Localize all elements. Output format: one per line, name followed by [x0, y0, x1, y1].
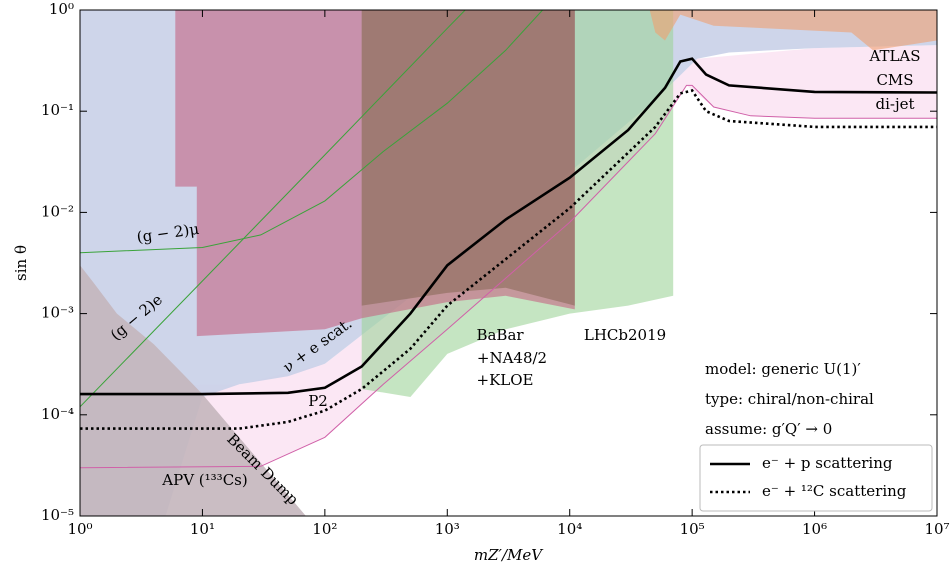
legend-box [699, 444, 933, 512]
y-tick-label: 10⁻³ [41, 304, 74, 322]
region-label: di-jet [875, 95, 914, 113]
exclusion-region [649, 10, 937, 51]
x-tick-label: 10³ [435, 520, 460, 538]
legend-note: assume: g′Q′ → 0 [705, 420, 832, 438]
x-tick-label: 10⁶ [802, 520, 827, 538]
region-label: BaBar [476, 326, 524, 344]
legend-note: model: generic U(1)′ [705, 360, 861, 378]
y-tick-label: 10⁻⁴ [41, 405, 74, 423]
x-tick-label: 10¹ [190, 520, 215, 538]
y-tick-label: 10⁻⁵ [41, 506, 74, 524]
bound-curve [80, 84, 937, 469]
region-label: +KLOE [477, 371, 534, 389]
x-tick-label: 10⁴ [557, 520, 582, 538]
x-tick-label: 10⁷ [924, 520, 949, 538]
legend-label: e⁻ + p scattering [762, 454, 893, 472]
bound-curve [80, 10, 466, 408]
region-label: P2 [308, 392, 328, 410]
bound-curve [80, 10, 543, 254]
sensitivity-line [80, 89, 937, 430]
region-label: APV (¹³³Cs) [161, 471, 247, 489]
y-axis-label: sin θ [12, 245, 30, 281]
x-tick-label: 10⁵ [680, 520, 705, 538]
region-label: LHCb2019 [584, 326, 666, 344]
region-label: +NA48/2 [477, 349, 547, 367]
x-tick-label: 10⁰ [67, 520, 92, 538]
x-axis-label: mZ′/MeV [474, 546, 544, 564]
plot-area [80, 10, 937, 516]
legend-note: type: chiral/non-chiral [705, 390, 874, 408]
exclusion-region [361, 10, 575, 306]
legend-label: e⁻ + ¹²C scattering [762, 482, 907, 500]
y-tick-label: 10⁻² [41, 202, 74, 220]
region-label: ATLAS [868, 47, 920, 65]
y-tick-label: 10⁰ [49, 0, 74, 18]
plot-frame [79, 9, 938, 517]
y-tick-label: 10⁻¹ [41, 101, 74, 119]
exclusion-region [80, 265, 306, 516]
x-tick-label: 10² [312, 520, 337, 538]
sensitivity-line [80, 57, 937, 396]
region-label: CMS [876, 71, 913, 89]
